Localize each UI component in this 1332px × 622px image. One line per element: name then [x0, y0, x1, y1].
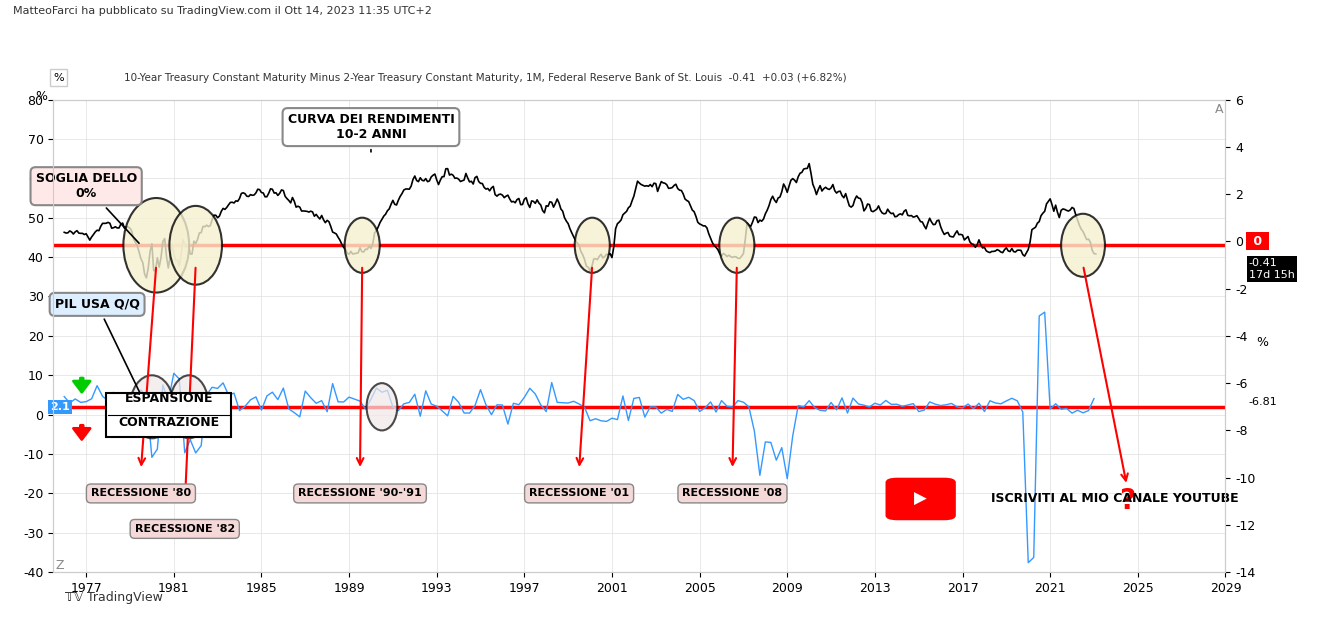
Ellipse shape: [719, 218, 754, 273]
Text: SOGLIA DELLO
0%: SOGLIA DELLO 0%: [36, 172, 139, 243]
Text: ▶: ▶: [914, 490, 927, 508]
Text: %: %: [53, 73, 64, 83]
Text: CURVA DEI RENDIMENTI
10-2 ANNI: CURVA DEI RENDIMENTI 10-2 ANNI: [288, 113, 454, 152]
Text: A: A: [1215, 103, 1223, 116]
Text: 0: 0: [1249, 235, 1267, 248]
Ellipse shape: [169, 375, 209, 439]
Ellipse shape: [366, 383, 397, 430]
Text: 2.1: 2.1: [51, 402, 69, 412]
Y-axis label: %: %: [1256, 336, 1268, 349]
Ellipse shape: [1062, 214, 1106, 277]
Ellipse shape: [131, 375, 173, 439]
Ellipse shape: [169, 206, 222, 285]
Text: 𝕋𝕍 TradingView: 𝕋𝕍 TradingView: [65, 591, 163, 603]
Text: RECESSIONE '01: RECESSIONE '01: [529, 488, 629, 498]
FancyBboxPatch shape: [105, 392, 230, 437]
Y-axis label: %: %: [36, 90, 48, 103]
Text: PIL USA Q/Q: PIL USA Q/Q: [55, 298, 140, 392]
Text: MatteoFarci ha pubblicato su TradingView.com il Ott 14, 2023 11:35 UTC+2: MatteoFarci ha pubblicato su TradingView…: [13, 6, 432, 16]
Text: 10-Year Treasury Constant Maturity Minus 2-Year Treasury Constant Maturity, 1M, : 10-Year Treasury Constant Maturity Minus…: [124, 73, 846, 83]
Text: CONTRAZIONE: CONTRAZIONE: [119, 416, 220, 429]
Text: RECESSIONE '82: RECESSIONE '82: [135, 524, 234, 534]
Ellipse shape: [574, 218, 610, 273]
Text: ISCRIVITI AL MIO CANALE YOUTUBE: ISCRIVITI AL MIO CANALE YOUTUBE: [991, 493, 1239, 506]
Text: RECESSIONE '08: RECESSIONE '08: [682, 488, 782, 498]
Text: ESPANSIONE: ESPANSIONE: [125, 392, 213, 406]
Text: -0.41
17d 15h: -0.41 17d 15h: [1249, 258, 1295, 280]
Text: RECESSIONE '80: RECESSIONE '80: [91, 488, 190, 498]
Ellipse shape: [345, 218, 380, 273]
Text: ?: ?: [1119, 487, 1135, 516]
Text: -6.81: -6.81: [1249, 397, 1277, 407]
FancyBboxPatch shape: [886, 478, 956, 520]
Text: Z: Z: [56, 559, 64, 572]
Ellipse shape: [124, 198, 189, 292]
Text: RECESSIONE '90-'91: RECESSIONE '90-'91: [298, 488, 422, 498]
